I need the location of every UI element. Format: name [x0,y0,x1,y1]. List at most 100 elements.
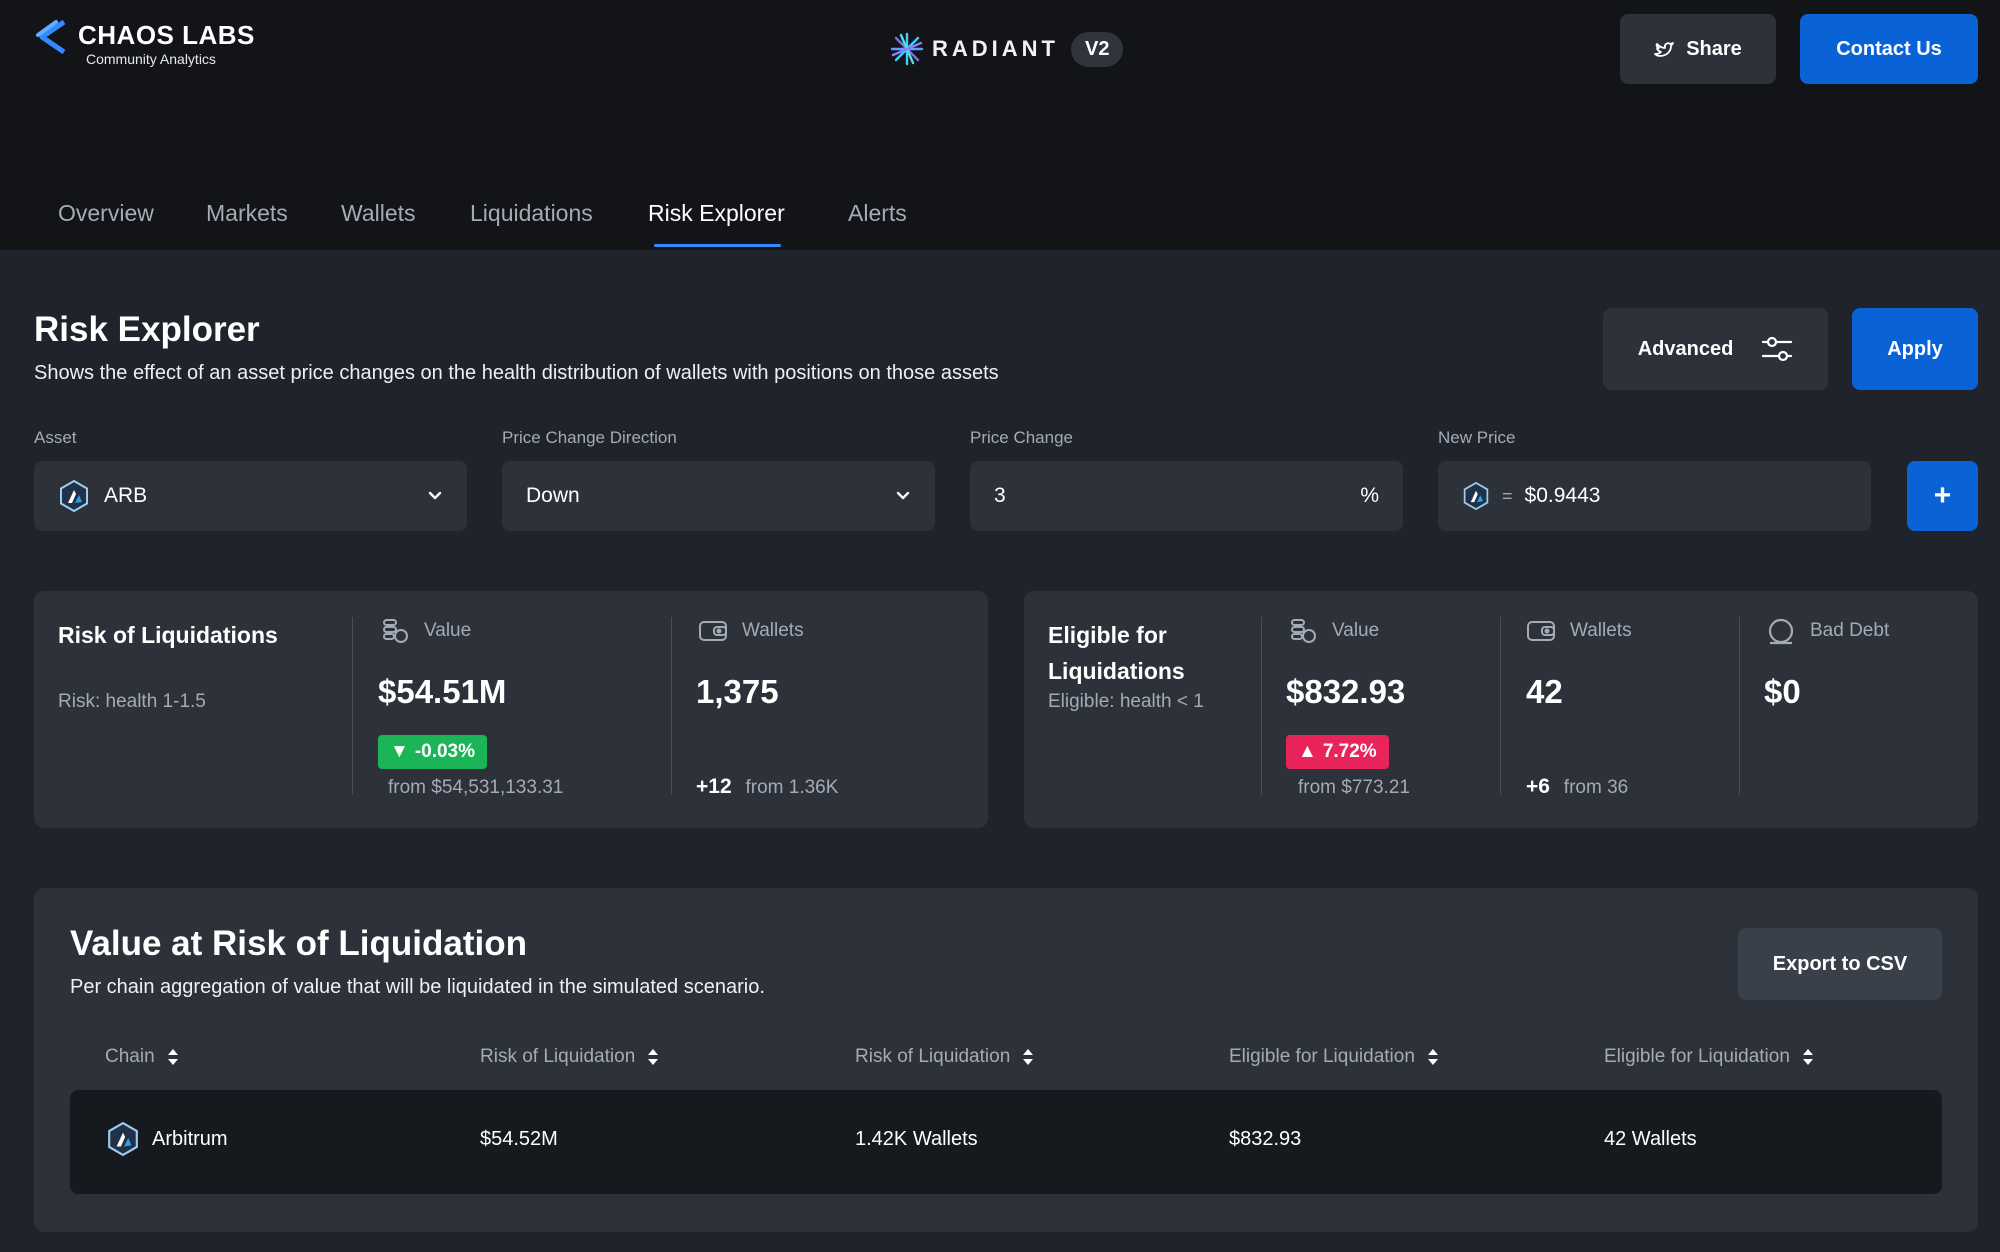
active-tab-indicator [654,244,781,247]
wallet-icon [1527,621,1555,641]
chevron-down-icon [896,491,910,500]
risk-wallets: 1,375 [696,673,779,710]
eligible-value: $832.93 [1286,673,1406,710]
eligible-for-liquidations-card: Eligible for Liquidations Eligible: heal… [1024,591,1978,828]
sliders-icon [1762,336,1793,362]
sort-icon [1427,1049,1438,1065]
risk-value-from: from $54,531,133.31 [388,777,564,798]
column-header-risk-value[interactable]: Risk of Liquidation [480,1046,659,1068]
wallet-icon [699,621,727,641]
asset-select[interactable]: ARB [34,461,467,531]
twitter-icon [1654,42,1675,57]
share-button-label: Share [1686,37,1742,60]
card-divider [1261,617,1262,795]
export-csv-button[interactable]: Export to CSV [1738,928,1942,1000]
risk-value-cell: $54.52M [480,1128,558,1150]
eligible-wallets: 42 [1526,673,1563,710]
column-header-risk-wallets[interactable]: Risk of Liquidation [855,1046,1034,1068]
sort-icon [1802,1049,1813,1065]
risk-card-subtitle: Risk: health 1-1.5 [58,691,206,712]
eligible-card-title: Eligible for Liquidations [1048,622,1185,684]
triangle-up-icon: ▲ [1298,741,1317,762]
value-at-risk-panel: Value at Risk of Liquidation Per chain a… [34,888,1978,1232]
logo-title: CHAOS LABS [78,20,255,50]
tab-alerts[interactable]: Alerts [848,200,907,226]
price-change-label: Price Change [970,428,1074,447]
percent-unit: % [1360,484,1379,507]
column-header-chain[interactable]: Chain [105,1046,179,1068]
equals-sign: = [1502,485,1513,506]
table-row[interactable]: Arbitrum $54.52M 1.42K Wallets $832.93 4… [70,1090,1942,1194]
tab-risk-explorer[interactable]: Risk Explorer [648,200,785,226]
new-price-field: = $0.9443 [1438,461,1871,531]
card-divider [1739,617,1740,795]
column-header-eligible-wallets[interactable]: Eligible for Liquidation [1604,1046,1814,1068]
contact-us-button[interactable]: Contact Us [1800,14,1978,84]
panel-title: Value at Risk of Liquidation [70,924,527,963]
risk-of-liquidations-card: Risk of Liquidations Risk: health 1-1.5 … [34,591,988,828]
risk-card-title: Risk of Liquidations [58,622,278,648]
direction-label: Price Change Direction [502,428,677,447]
bad-debt-label: Bad Debt [1766,617,1889,645]
eligible-value-label: Value [1288,617,1379,645]
eligible-wallets-delta: +6 from 36 [1526,775,1629,798]
tab-markets[interactable]: Markets [206,200,288,226]
new-price-label: New Price [1438,428,1516,447]
risk-value-change-badge: ▼ -0.03% [378,735,488,769]
risk-wallets-label: Wallets [698,617,804,645]
eligible-value-change-badge: ▲ 7.72% [1286,735,1389,769]
eligible-value-from: from $773.21 [1298,777,1410,798]
arbitrum-icon [108,1122,138,1156]
brand-name: RADIANT [932,36,1059,61]
risk-value-label: Value [380,617,471,645]
advanced-button[interactable]: Advanced [1603,308,1828,390]
card-divider [1500,617,1501,795]
risk-wallets-cell: 1.42K Wallets [855,1128,978,1150]
arbitrum-icon [1463,482,1489,510]
eligible-wallets-cell: 42 Wallets [1604,1128,1697,1150]
bad-debt-circle-icon [1768,618,1794,645]
chain-cell: Arbitrum [106,1122,228,1156]
eligible-card-subtitle: Eligible: health < 1 [1048,691,1204,712]
direction-select-value: Down [526,484,580,507]
eligible-value-cell: $832.93 [1229,1128,1302,1150]
radiant-star-icon [890,32,924,66]
sort-icon [648,1049,659,1065]
direction-select[interactable]: Down [502,461,935,531]
apply-button[interactable]: Apply [1852,308,1978,390]
chaos-labs-logo[interactable]: CHAOS LABS Community Analytics [34,18,255,66]
panel-subtitle: Per chain aggregation of value that will… [70,976,765,998]
add-asset-button[interactable]: + [1907,461,1978,531]
chevron-down-icon [428,491,442,500]
price-change-value: 3 [994,484,1006,507]
price-change-input[interactable]: 3 % [970,461,1403,531]
page-title: Risk Explorer [34,310,260,349]
sort-icon [1023,1049,1034,1065]
tab-overview[interactable]: Overview [58,200,154,226]
asset-label: Asset [34,428,77,447]
page-subtitle: Shows the effect of an asset price chang… [34,362,999,384]
card-divider [352,617,353,795]
triangle-down-icon: ▼ [390,741,409,762]
advanced-button-label: Advanced [1637,337,1734,360]
asset-select-value: ARB [104,484,148,507]
tab-wallets[interactable]: Wallets [341,200,416,226]
logo-subtitle: Community Analytics [86,51,216,67]
bad-debt-value: $0 [1764,673,1801,710]
card-divider [671,617,672,795]
chaos-labs-logo-icon [36,19,66,55]
radiant-brand: RADIANT V2 [890,30,1124,68]
column-header-eligible-value[interactable]: Eligible for Liquidation [1229,1046,1439,1068]
new-price-value: $0.9443 [1524,484,1601,507]
tab-liquidations[interactable]: Liquidations [470,200,593,226]
coins-icon [383,619,408,643]
sort-icon [167,1049,178,1065]
arbitrum-icon [60,480,88,512]
share-button[interactable]: Share [1620,14,1776,84]
eligible-wallets-label: Wallets [1526,617,1632,645]
top-header: CHAOS LABS Community Analytics RADIANT V… [0,0,2000,250]
brand-version-badge: V2 [1071,31,1124,67]
risk-wallets-delta: +12 from 1.36K [696,775,839,798]
risk-value: $54.51M [378,673,507,710]
coins-icon [1291,619,1316,643]
